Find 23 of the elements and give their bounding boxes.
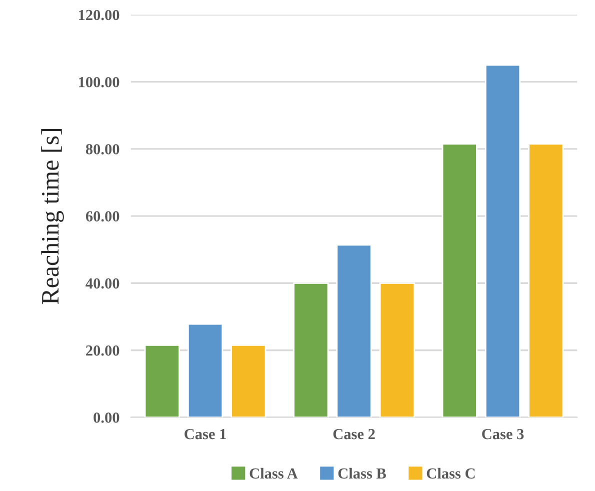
bar <box>528 143 564 418</box>
bar <box>230 344 266 418</box>
y-tick-label: 40.00 <box>86 278 120 289</box>
legend-label: Class C <box>426 468 475 479</box>
y-axis-title: Reaching time [s] <box>41 129 64 304</box>
y-tick-label: 80.00 <box>86 144 120 154</box>
bar <box>442 143 478 418</box>
x-tick-label: Case 1 <box>184 428 226 440</box>
bar <box>379 282 415 418</box>
y-tick-label: 20.00 <box>86 345 120 356</box>
legend-label: Class B <box>338 468 386 479</box>
y-tick-label: 100.00 <box>79 76 120 88</box>
bar <box>144 344 180 418</box>
bar <box>293 282 329 418</box>
y-tick-label: 60.00 <box>86 211 120 222</box>
bar <box>187 323 224 418</box>
x-tick-label: Case 2 <box>333 428 375 440</box>
y-tick-label: 120.00 <box>79 10 120 20</box>
bar <box>336 244 372 418</box>
bar <box>484 64 521 418</box>
y-tick-label: 0.00 <box>94 412 120 423</box>
x-tick-label: Case 3 <box>482 428 524 440</box>
legend-label: Class A <box>250 468 298 479</box>
